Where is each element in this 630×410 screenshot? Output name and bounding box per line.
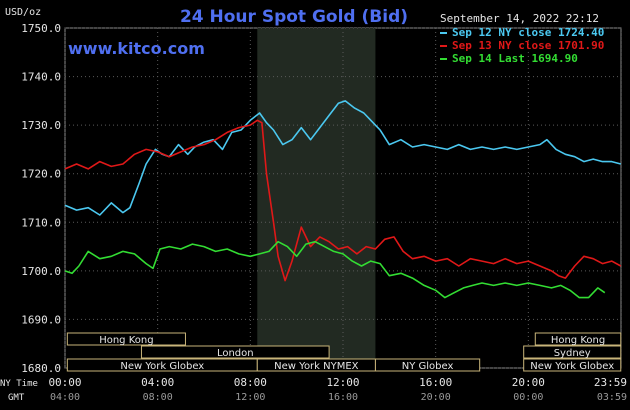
y-axis-ticks: 1750.0 1740.0 1730.0 1720.0 1710.0 1700.0 1690…: [21, 22, 61, 375]
x-tick-label-ny: 00:00: [48, 376, 81, 389]
x-tick-label-ny: 16:00: [419, 376, 452, 389]
x-tick-label-ny: 20:00: [512, 376, 545, 389]
session-bar: [523, 358, 622, 372]
session-bar: [374, 358, 481, 372]
x-axis-label-ny: NY Time: [0, 379, 38, 389]
watermark-url: www.kitco.com: [68, 39, 205, 58]
session-bar-label: New York Globex: [530, 361, 614, 372]
x-axis-label-gmt: GMT: [8, 393, 25, 403]
chart-title: 24 Hour Spot Gold (Bid): [180, 7, 408, 27]
session-bar-label: New York Globex: [120, 361, 204, 372]
y-tick-label: 1700.0: [21, 265, 61, 278]
session-bar: [523, 345, 622, 359]
legend-entry: Sep 14 Last 1694.90: [452, 52, 578, 65]
x-tick-label-gmt: 12:00: [235, 392, 265, 403]
x-tick-label-gmt: 00:00: [513, 392, 543, 403]
y-tick-label: 1710.0: [21, 216, 61, 229]
x-tick-label-gmt: 04:00: [50, 392, 80, 403]
session-bar: [66, 332, 186, 346]
y-tick-label: 1740.0: [21, 71, 61, 84]
session-bar: [140, 345, 330, 359]
series-line-2: [64, 119, 622, 282]
session-bars: Hong Kong Hong Kong London Sydney New York G…: [66, 332, 622, 372]
x-tick-label-ny: 08:00: [234, 376, 267, 389]
session-bar-label: Sydney: [554, 348, 591, 359]
y-tick-label: 1680.0: [21, 362, 61, 375]
x-tick-label-ny: 12:00: [326, 376, 359, 389]
nymex-session-highlight: [257, 28, 376, 368]
y-tick-label: 1690.0: [21, 313, 61, 326]
legend-date: September 14, 2022 22:12: [440, 12, 599, 25]
grid: [64, 27, 622, 369]
session-bar-label: Hong Kong: [551, 335, 605, 346]
session-bar-label: London: [217, 348, 254, 359]
x-tick-label-gmt: 16:00: [328, 392, 358, 403]
session-bar-label: Hong Kong: [99, 335, 153, 346]
y-tick-label: 1750.0: [21, 22, 61, 35]
legend-entry: Sep 12 NY close 1724.40: [452, 26, 604, 39]
legend-entry: Sep 13 NY close 1701.90: [452, 39, 604, 52]
x-tick-label-ny: 23:59: [594, 376, 627, 389]
series-lines: [64, 100, 622, 299]
x-tick-label-gmt: 20:00: [421, 392, 451, 403]
y-tick-label: 1730.0: [21, 119, 61, 132]
series-line-3: [64, 240, 606, 299]
y-axis-label: USD/oz: [5, 7, 41, 18]
x-tick-label-gmt: 03:59: [597, 392, 627, 403]
x-tick-label-ny: 04:00: [141, 376, 174, 389]
session-bar-label: NY Globex: [402, 361, 454, 372]
session-bar-label: New York NYMEX: [274, 361, 359, 372]
x-tick-label-gmt: 08:00: [143, 392, 173, 403]
session-bar: [534, 332, 622, 346]
y-tick-label: 1720.0: [21, 168, 61, 181]
x-axis-ticks: 00:00 04:00 08:00 12:00 16:00 20:00 23:59 04:00…: [48, 376, 627, 403]
